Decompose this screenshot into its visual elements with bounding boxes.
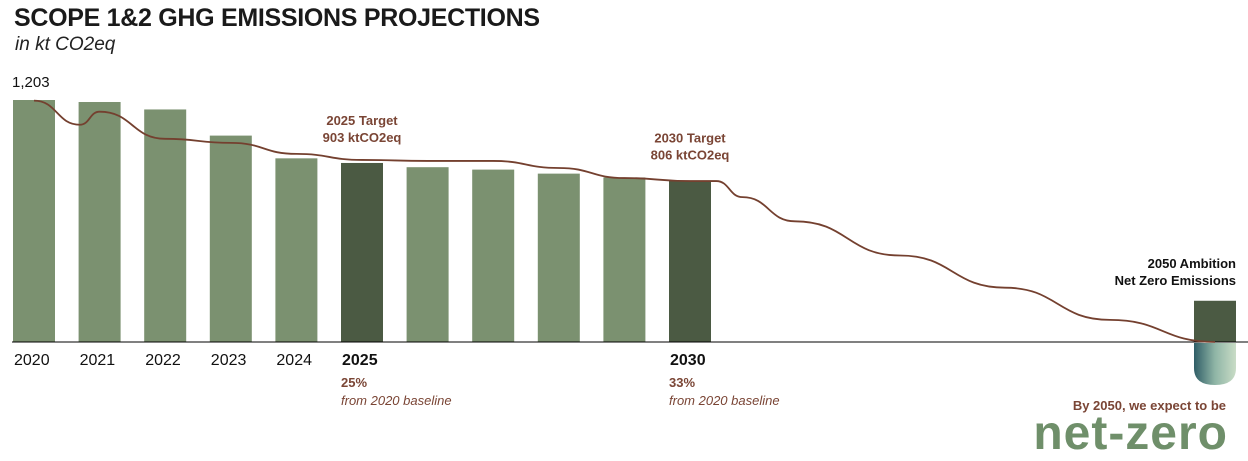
bar-2025 (341, 162, 383, 342)
annotation-2025-line-2: 903 ktCO2eq (323, 130, 402, 145)
bar-2020 (13, 100, 55, 342)
bar-2026 (406, 167, 449, 342)
x-tick-label-2022: 2022 (145, 352, 181, 369)
bar-2023 (209, 135, 252, 342)
chart-title: SCOPE 1&2 GHG EMISSIONS PROJECTIONS (14, 4, 540, 32)
bar-2050 (1194, 300, 1236, 342)
bars-group (13, 100, 1236, 343)
bar-2027 (472, 169, 515, 342)
bar-2030 (669, 180, 711, 342)
reduction-note-2030: from 2020 baseline (669, 393, 780, 408)
x-tick-label-2030: 2030 (670, 352, 706, 369)
annotation-2030-line-1: 2030 Target (654, 131, 726, 146)
bar-2029 (603, 177, 646, 342)
bar-2028 (537, 173, 580, 342)
netzero-word: net-zero (1033, 407, 1228, 460)
netzero-intro-text: By 2050, we expect to be (1072, 398, 1226, 413)
annotation-2050-line-2: Net Zero Emissions (1115, 273, 1236, 288)
x-tick-label-2023: 2023 (211, 352, 247, 369)
bar-2021 (78, 102, 121, 343)
value-label-2020: 1,203 (12, 74, 50, 91)
x-tick-label-2024: 2024 (276, 352, 312, 369)
reduction-note-2025: from 2020 baseline (341, 393, 452, 408)
x-tick-label-2020: 2020 (14, 352, 50, 369)
labels-group: 2020 2021 2022 2023 2024 2025 2030 1,203 2025 Ta… (12, 74, 1236, 369)
reduction-percent-2030: 33% (669, 375, 696, 390)
annotation-2050-line-1: 2050 Ambition (1148, 256, 1236, 271)
reduction-percent-2025: 25% (341, 375, 368, 390)
x-tick-label-2021: 2021 (80, 352, 116, 369)
x-tick-label-2025: 2025 (342, 352, 378, 369)
annotation-2025-line-1: 2025 Target (326, 113, 398, 128)
chart-subtitle: in kt CO2eq (15, 34, 116, 55)
annotation-2030-line-2: 806 ktCO2eq (651, 148, 730, 163)
bar-2022 (144, 109, 187, 342)
bar-2024 (275, 158, 318, 342)
emissions-trend-line (33, 99, 1216, 343)
net-zero-shield-icon (1194, 343, 1236, 385)
